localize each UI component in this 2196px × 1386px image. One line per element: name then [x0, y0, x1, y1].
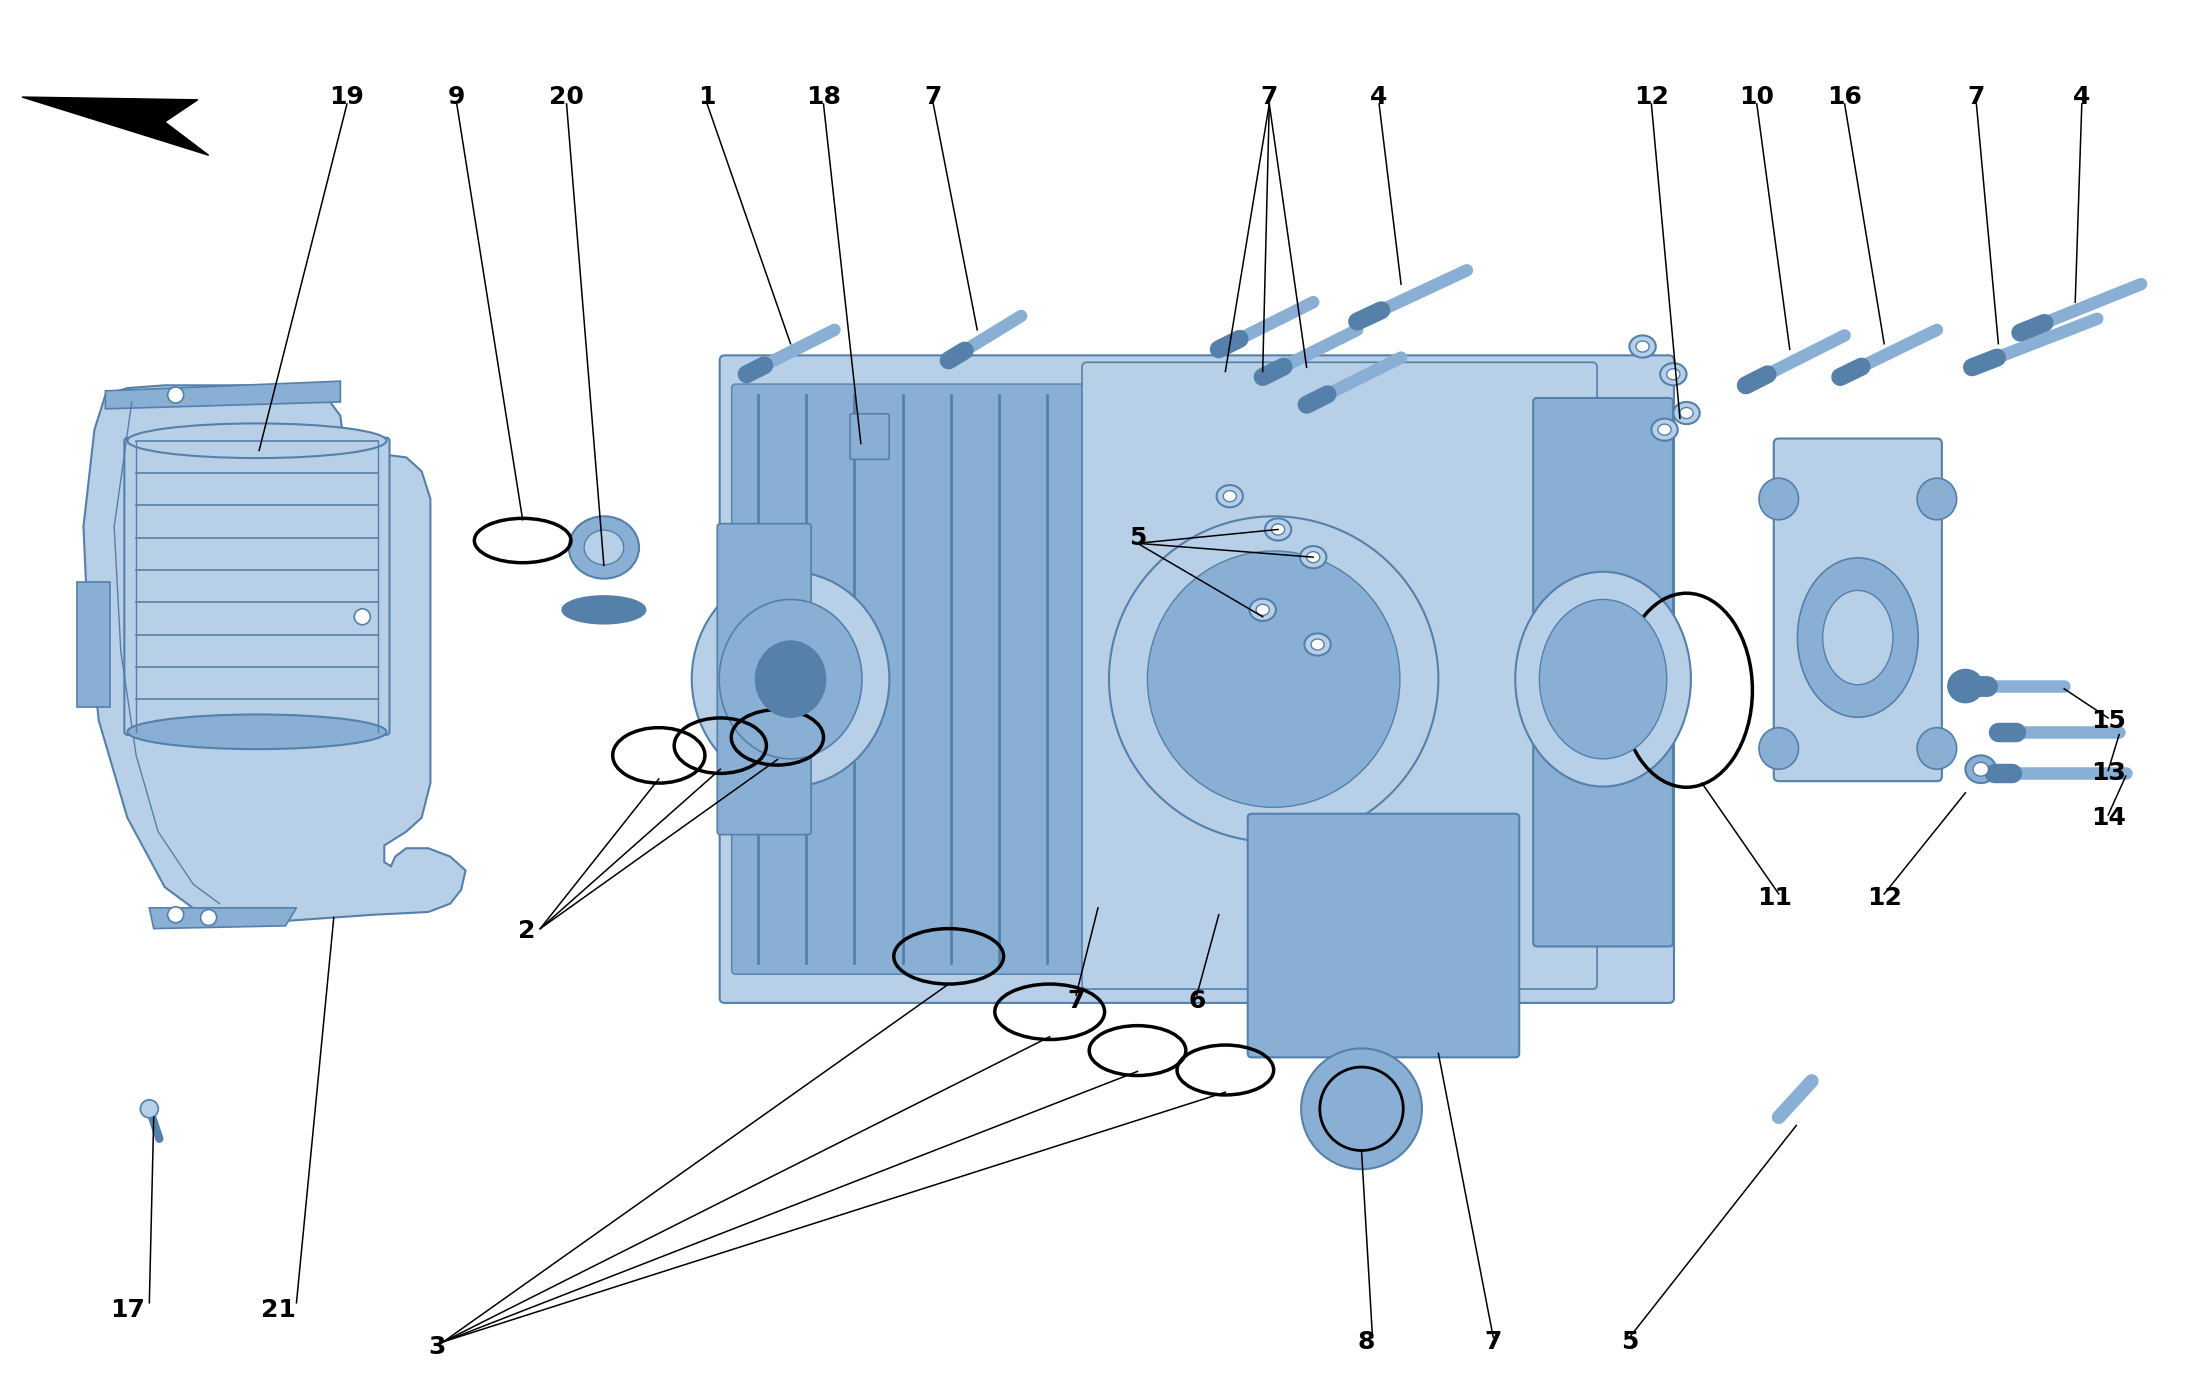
Ellipse shape — [1300, 546, 1326, 568]
FancyBboxPatch shape — [718, 524, 810, 834]
Polygon shape — [77, 582, 110, 707]
Text: 7: 7 — [1484, 1329, 1502, 1354]
Text: 7: 7 — [1968, 85, 1985, 109]
FancyBboxPatch shape — [1533, 398, 1673, 947]
Text: 4: 4 — [2073, 85, 2091, 109]
Text: 17: 17 — [110, 1297, 145, 1322]
Text: 10: 10 — [1739, 85, 1774, 109]
Ellipse shape — [584, 529, 624, 565]
Text: 6: 6 — [1188, 988, 1206, 1013]
Polygon shape — [83, 385, 466, 922]
Text: 4: 4 — [1370, 85, 1388, 109]
Ellipse shape — [1629, 335, 1656, 358]
Circle shape — [141, 1100, 158, 1117]
Text: 20: 20 — [549, 85, 584, 109]
Ellipse shape — [1311, 639, 1324, 650]
Ellipse shape — [1265, 518, 1291, 541]
Circle shape — [200, 909, 217, 926]
Ellipse shape — [1217, 485, 1243, 507]
Ellipse shape — [1515, 571, 1691, 786]
Text: 14: 14 — [2091, 805, 2126, 830]
Ellipse shape — [1796, 557, 1919, 718]
Ellipse shape — [1223, 491, 1236, 502]
Text: 8: 8 — [1357, 1329, 1375, 1354]
Text: 5: 5 — [1621, 1329, 1638, 1354]
FancyBboxPatch shape — [850, 414, 889, 459]
Ellipse shape — [1109, 516, 1438, 841]
FancyBboxPatch shape — [1083, 362, 1596, 990]
Ellipse shape — [1917, 728, 1957, 769]
FancyBboxPatch shape — [731, 384, 1113, 974]
Ellipse shape — [1256, 604, 1269, 615]
Text: 18: 18 — [806, 85, 841, 109]
Circle shape — [167, 906, 184, 923]
Text: 16: 16 — [1827, 85, 1862, 109]
Text: 7: 7 — [925, 85, 942, 109]
Ellipse shape — [1823, 590, 1893, 685]
Text: 19: 19 — [329, 85, 365, 109]
Ellipse shape — [569, 517, 639, 579]
Ellipse shape — [1271, 524, 1285, 535]
Ellipse shape — [1250, 599, 1276, 621]
Circle shape — [354, 608, 371, 625]
Text: 7: 7 — [1067, 988, 1085, 1013]
Ellipse shape — [1948, 669, 1983, 703]
Text: 7: 7 — [1261, 85, 1278, 109]
Ellipse shape — [1972, 762, 1990, 776]
Text: 12: 12 — [1867, 886, 1902, 911]
Text: 5: 5 — [1129, 525, 1146, 550]
Ellipse shape — [1146, 550, 1401, 807]
Text: 1: 1 — [698, 85, 716, 109]
Text: 15: 15 — [2091, 708, 2126, 733]
FancyBboxPatch shape — [720, 355, 1673, 1003]
Polygon shape — [105, 381, 340, 409]
Ellipse shape — [1673, 402, 1700, 424]
Ellipse shape — [1667, 369, 1680, 380]
Ellipse shape — [1651, 419, 1678, 441]
FancyBboxPatch shape — [125, 438, 389, 735]
Ellipse shape — [718, 599, 861, 760]
Ellipse shape — [127, 715, 386, 748]
Ellipse shape — [1658, 424, 1671, 435]
Ellipse shape — [1304, 633, 1331, 656]
Ellipse shape — [562, 596, 646, 624]
Ellipse shape — [1680, 407, 1693, 419]
Text: 11: 11 — [1757, 886, 1792, 911]
Ellipse shape — [1660, 363, 1687, 385]
Ellipse shape — [1307, 552, 1320, 563]
Ellipse shape — [1917, 478, 1957, 520]
Ellipse shape — [1636, 341, 1649, 352]
Text: 3: 3 — [428, 1335, 446, 1360]
Ellipse shape — [127, 424, 386, 457]
FancyBboxPatch shape — [1774, 438, 1941, 782]
Ellipse shape — [692, 571, 889, 786]
Text: 9: 9 — [448, 85, 466, 109]
Polygon shape — [149, 908, 296, 929]
Polygon shape — [22, 97, 209, 155]
Text: 2: 2 — [518, 919, 536, 944]
Ellipse shape — [1539, 599, 1667, 760]
Ellipse shape — [1759, 478, 1799, 520]
Text: 12: 12 — [1634, 85, 1669, 109]
Circle shape — [167, 387, 184, 403]
Text: 21: 21 — [261, 1297, 296, 1322]
FancyBboxPatch shape — [1247, 814, 1520, 1058]
Ellipse shape — [1759, 728, 1799, 769]
Ellipse shape — [755, 640, 826, 718]
Ellipse shape — [1965, 755, 1996, 783]
Ellipse shape — [1300, 1048, 1423, 1170]
Text: 13: 13 — [2091, 761, 2126, 786]
